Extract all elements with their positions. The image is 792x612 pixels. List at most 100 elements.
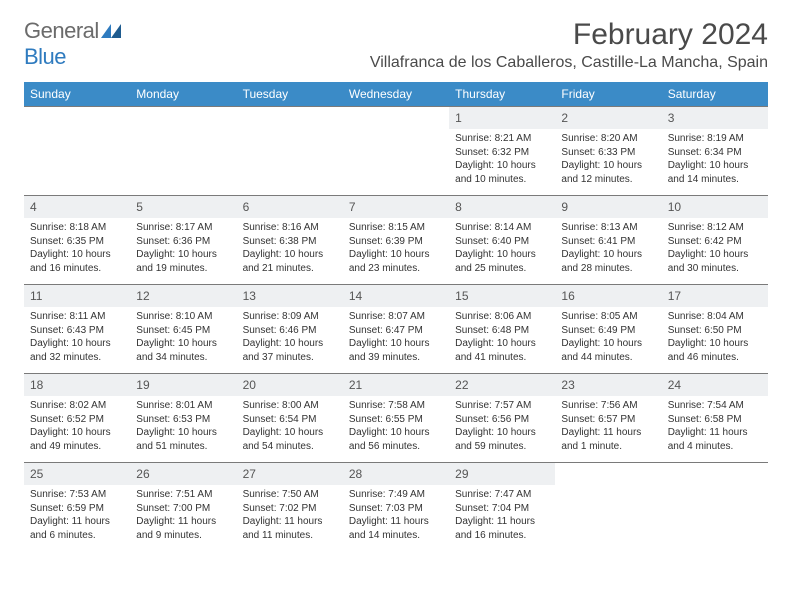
day-detail: Sunrise: 8:07 AMSunset: 6:47 PMDaylight:… [343,307,449,370]
day-number: 7 [343,196,449,218]
day-number: 28 [343,463,449,485]
sunset-text: Sunset: 6:50 PM [668,324,762,338]
daylight-text: Daylight: 10 hours and 21 minutes. [243,248,337,275]
day-number: 13 [237,285,343,307]
day-number: 16 [555,285,661,307]
day-cell: 9Sunrise: 8:13 AMSunset: 6:41 PMDaylight… [555,196,661,284]
sunset-text: Sunset: 6:54 PM [243,413,337,427]
daylight-text: Daylight: 10 hours and 12 minutes. [561,159,655,186]
sunrise-text: Sunrise: 8:21 AM [455,132,549,146]
day-number: 12 [130,285,236,307]
day-cell: 2Sunrise: 8:20 AMSunset: 6:33 PMDaylight… [555,107,661,195]
sunset-text: Sunset: 6:52 PM [30,413,124,427]
daylight-text: Daylight: 11 hours and 6 minutes. [30,515,124,542]
day-detail: Sunrise: 8:12 AMSunset: 6:42 PMDaylight:… [662,218,768,281]
sunrise-text: Sunrise: 8:18 AM [30,221,124,235]
day-number: 9 [555,196,661,218]
daylight-text: Daylight: 10 hours and 44 minutes. [561,337,655,364]
empty-cell [343,107,449,195]
day-cell: 25Sunrise: 7:53 AMSunset: 6:59 PMDayligh… [24,463,130,551]
day-detail: Sunrise: 8:13 AMSunset: 6:41 PMDaylight:… [555,218,661,281]
sunset-text: Sunset: 6:35 PM [30,235,124,249]
sunset-text: Sunset: 6:43 PM [30,324,124,338]
sunset-text: Sunset: 6:49 PM [561,324,655,338]
day-number: 23 [555,374,661,396]
day-cell: 10Sunrise: 8:12 AMSunset: 6:42 PMDayligh… [662,196,768,284]
day-number: 27 [237,463,343,485]
sunrise-text: Sunrise: 7:57 AM [455,399,549,413]
day-number: 8 [449,196,555,218]
sunrise-text: Sunrise: 8:11 AM [30,310,124,324]
week-row: 1Sunrise: 8:21 AMSunset: 6:32 PMDaylight… [24,106,768,195]
day-number: 20 [237,374,343,396]
sunrise-text: Sunrise: 7:51 AM [136,488,230,502]
day-detail: Sunrise: 8:18 AMSunset: 6:35 PMDaylight:… [24,218,130,281]
day-detail: Sunrise: 8:09 AMSunset: 6:46 PMDaylight:… [237,307,343,370]
day-header-sunday: Sunday [24,82,130,106]
day-detail: Sunrise: 8:01 AMSunset: 6:53 PMDaylight:… [130,396,236,459]
sunrise-text: Sunrise: 7:49 AM [349,488,443,502]
sunrise-text: Sunrise: 8:20 AM [561,132,655,146]
sunset-text: Sunset: 7:03 PM [349,502,443,516]
day-detail: Sunrise: 7:57 AMSunset: 6:56 PMDaylight:… [449,396,555,459]
sunrise-text: Sunrise: 8:17 AM [136,221,230,235]
day-cell: 1Sunrise: 8:21 AMSunset: 6:32 PMDaylight… [449,107,555,195]
location: Villafranca de los Caballeros, Castille-… [370,54,768,72]
sunrise-text: Sunrise: 8:04 AM [668,310,762,324]
day-cell: 19Sunrise: 8:01 AMSunset: 6:53 PMDayligh… [130,374,236,462]
daylight-text: Daylight: 10 hours and 39 minutes. [349,337,443,364]
day-cell: 29Sunrise: 7:47 AMSunset: 7:04 PMDayligh… [449,463,555,551]
day-cell: 3Sunrise: 8:19 AMSunset: 6:34 PMDaylight… [662,107,768,195]
sunrise-text: Sunrise: 8:16 AM [243,221,337,235]
day-number: 4 [24,196,130,218]
day-detail: Sunrise: 8:05 AMSunset: 6:49 PMDaylight:… [555,307,661,370]
sunset-text: Sunset: 7:00 PM [136,502,230,516]
week-row: 11 Sunrise: 8:11 AMSunset: 6:43 PM Dayligh… [24,284,768,373]
daylight-text: Daylight: 11 hours and 4 minutes. [668,426,762,453]
sunset-text: Sunset: 6:56 PM [455,413,549,427]
day-cell: 14Sunrise: 8:07 AMSunset: 6:47 PMDayligh… [343,285,449,373]
sunset-text: Sunset: 6:55 PM [349,413,443,427]
sunset-text: Sunset: 6:47 PM [349,324,443,338]
day-number: 19 [130,374,236,396]
weeks-container: 1Sunrise: 8:21 AMSunset: 6:32 PMDaylight… [24,106,768,551]
sunset-text: Sunset: 6:34 PM [668,146,762,160]
empty-cell [24,107,130,195]
sunset-text: Sunset: 6:42 PM [668,235,762,249]
week-row: 18Sunrise: 8:02 AMSunset: 6:52 PMDayligh… [24,373,768,462]
day-detail: Sunrise: 8:16 AMSunset: 6:38 PMDaylight:… [237,218,343,281]
daylight-text: Daylight: 10 hours and 37 minutes. [243,337,337,364]
sunrise-text: Sunrise: 8:12 AM [668,221,762,235]
brand-mark-icon [101,18,121,44]
day-cell: 11Sunrise: 8:11 AMSunset: 6:43 PMDayligh… [24,285,130,373]
day-detail: Sunrise: 8:10 AMSunset: 6:45 PMDaylight:… [130,307,236,370]
day-header-wednesday: Wednesday [343,82,449,106]
day-cell: 21Sunrise: 7:58 AMSunset: 6:55 PMDayligh… [343,374,449,462]
day-number: 3 [662,107,768,129]
sunrise-text: Sunrise: 8:10 AM [136,310,230,324]
day-number: 24 [662,374,768,396]
day-header-tuesday: Tuesday [237,82,343,106]
sunset-text: Sunset: 6:38 PM [243,235,337,249]
day-cell: 8Sunrise: 8:14 AMSunset: 6:40 PMDaylight… [449,196,555,284]
daylight-text: Daylight: 10 hours and 30 minutes. [668,248,762,275]
day-number: 22 [449,374,555,396]
day-number: 6 [237,196,343,218]
sunrise-text: Sunrise: 7:58 AM [349,399,443,413]
day-number: 11 [24,285,130,307]
day-detail: Sunrise: 8:06 AMSunset: 6:48 PMDaylight:… [449,307,555,370]
day-number: 5 [130,196,236,218]
day-number: 15 [449,285,555,307]
header: General Blue February 2024 Villafranca d… [24,18,768,78]
day-cell: 18Sunrise: 8:02 AMSunset: 6:52 PMDayligh… [24,374,130,462]
daylight-text: Daylight: 10 hours and 19 minutes. [136,248,230,275]
sunset-text: Sunset: 6:59 PM [30,502,124,516]
sunrise-text: Sunrise: 8:15 AM [349,221,443,235]
day-detail: Sunrise: 8:14 AMSunset: 6:40 PMDaylight:… [449,218,555,281]
day-detail: Sunrise: 8:19 AMSunset: 6:34 PMDaylight:… [662,129,768,192]
sunrise-text: Sunrise: 8:14 AM [455,221,549,235]
brand-part2: Blue [24,44,66,69]
sunrise-text: Sunrise: 7:54 AM [668,399,762,413]
daylight-text: Daylight: 11 hours and 11 minutes. [243,515,337,542]
sunset-text: Sunset: 6:41 PM [561,235,655,249]
